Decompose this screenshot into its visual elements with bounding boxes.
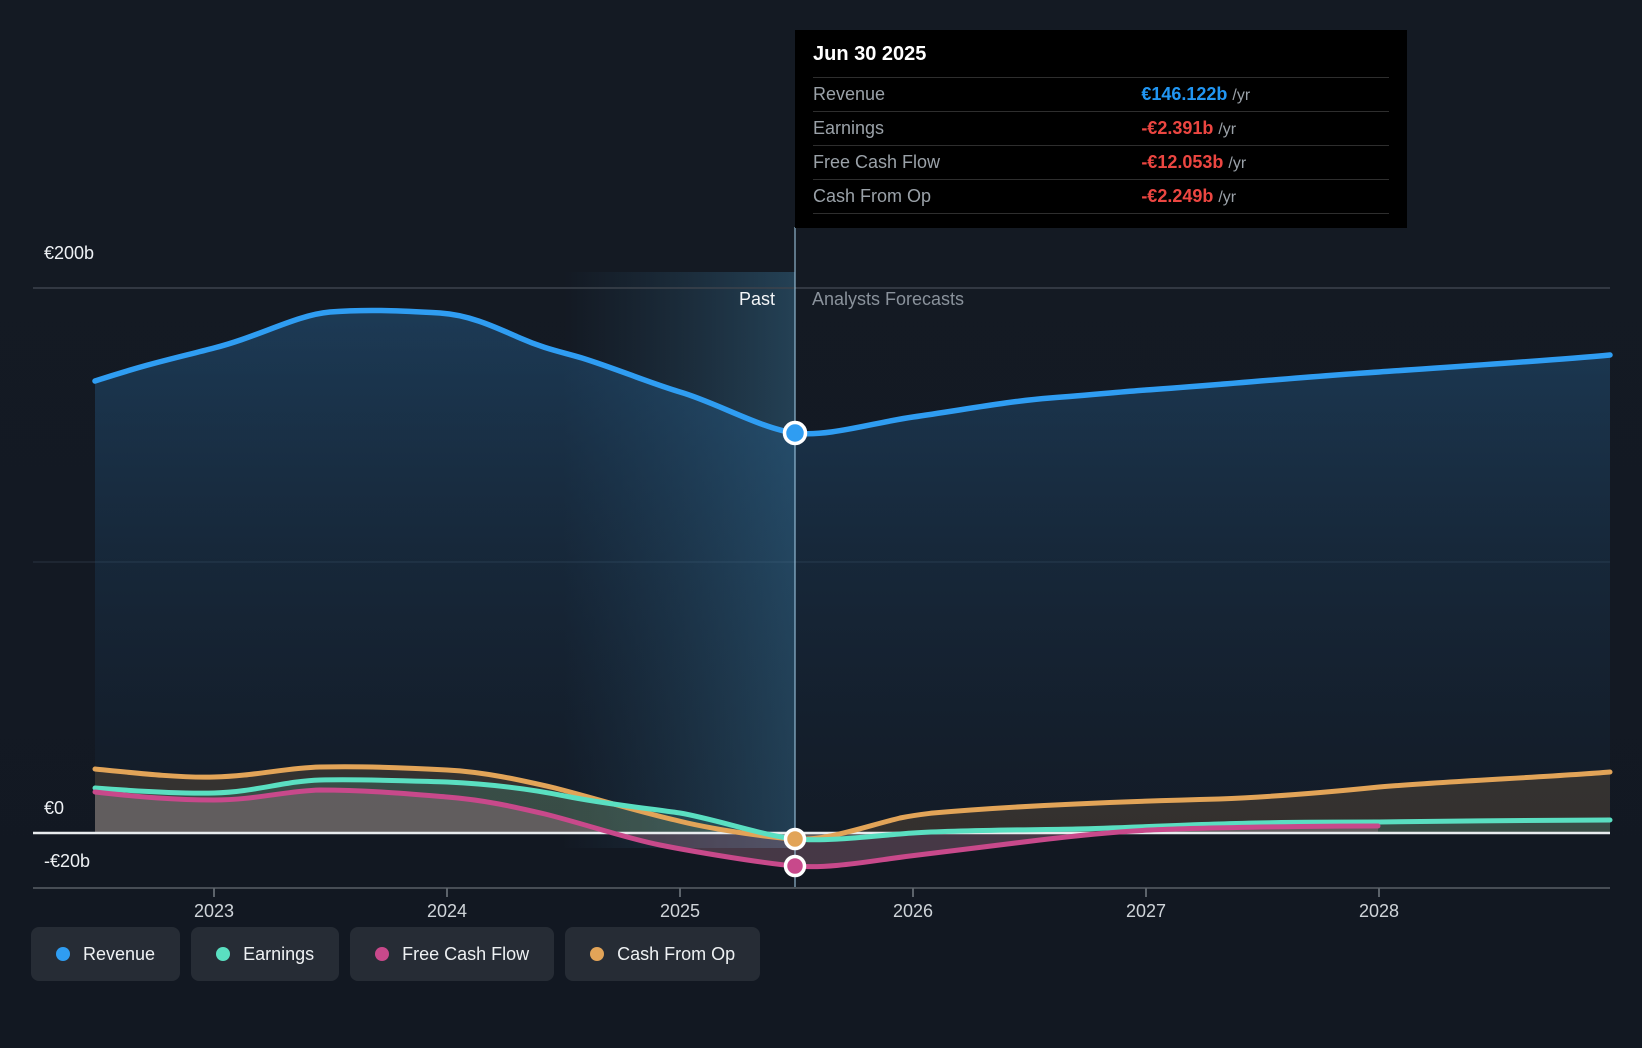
tooltip-row-earnings: Earnings -€2.391b/yr <box>813 111 1389 145</box>
data-tooltip: Jun 30 2025 Revenue €146.122b/yr Earning… <box>795 30 1407 228</box>
legend-label: Revenue <box>83 943 156 964</box>
tooltip-row-revenue: Revenue €146.122b/yr <box>813 77 1389 111</box>
x-label-2028: 2028 <box>1358 901 1400 921</box>
tooltip-label: Free Cash Flow <box>813 152 941 172</box>
tooltip-label: Earnings <box>813 118 885 138</box>
legend-item-earnings[interactable]: Earnings <box>191 927 340 981</box>
tooltip-suffix: /yr <box>1218 121 1237 138</box>
cash-from-op-marker[interactable] <box>783 827 807 851</box>
x-axis-ticks <box>213 888 1380 897</box>
legend-label: Free Cash Flow <box>402 943 530 964</box>
tooltip-value: -€2.391b <box>1141 118 1214 138</box>
earnings-dot-icon <box>216 947 231 961</box>
revenue-marker[interactable] <box>782 420 808 446</box>
tooltip-suffix: /yr <box>1218 189 1237 206</box>
x-label-2023: 2023 <box>193 901 235 921</box>
legend-item-revenue[interactable]: Revenue <box>31 927 181 981</box>
x-label-2027: 2027 <box>1125 901 1167 921</box>
y-label-200b: €200b <box>44 243 95 263</box>
analysts-forecasts-section-label: Analysts Forecasts <box>812 289 965 309</box>
y-label-0: €0 <box>44 798 65 818</box>
revenue-line <box>92 307 1613 437</box>
tooltip-value: -€12.053b <box>1141 152 1224 172</box>
x-label-2025: 2025 <box>659 901 701 921</box>
tooltip-label: Revenue <box>813 84 886 104</box>
legend-item-free-cash-flow[interactable]: Free Cash Flow <box>350 927 555 981</box>
legend-item-cash-from-op[interactable]: Cash From Op <box>565 927 761 981</box>
free-cash-flow-area <box>95 790 1378 867</box>
past-section-label: Past <box>738 289 775 309</box>
tooltip-suffix: /yr <box>1232 87 1251 104</box>
legend: Revenue Earnings Free Cash Flow Cash Fro… <box>31 927 761 981</box>
revenue-area <box>95 310 1610 833</box>
x-label-2024: 2024 <box>426 901 468 921</box>
free-cash-flow-dot-icon <box>375 947 390 961</box>
legend-label: Cash From Op <box>617 943 736 964</box>
tooltip-value: €146.122b <box>1141 84 1228 104</box>
tooltip-label: Cash From Op <box>813 186 932 206</box>
free-cash-flow-line <box>92 787 1381 870</box>
x-label-2026: 2026 <box>892 901 934 921</box>
tooltip-row-free-cash-flow: Free Cash Flow -€12.053b/yr <box>813 145 1389 179</box>
legend-label: Earnings <box>243 943 315 964</box>
tooltip-row-cash-from-op: Cash From Op -€2.249b/yr <box>813 179 1389 214</box>
free-cash-flow-marker[interactable] <box>783 854 807 878</box>
tooltip-date: Jun 30 2025 <box>813 43 927 65</box>
tooltip-suffix: /yr <box>1228 155 1247 172</box>
revenue-dot-icon <box>56 947 70 961</box>
tooltip-value: -€2.249b <box>1141 186 1214 206</box>
y-label-neg20b: -€20b <box>44 851 91 871</box>
cash-from-op-dot-icon <box>590 947 605 961</box>
